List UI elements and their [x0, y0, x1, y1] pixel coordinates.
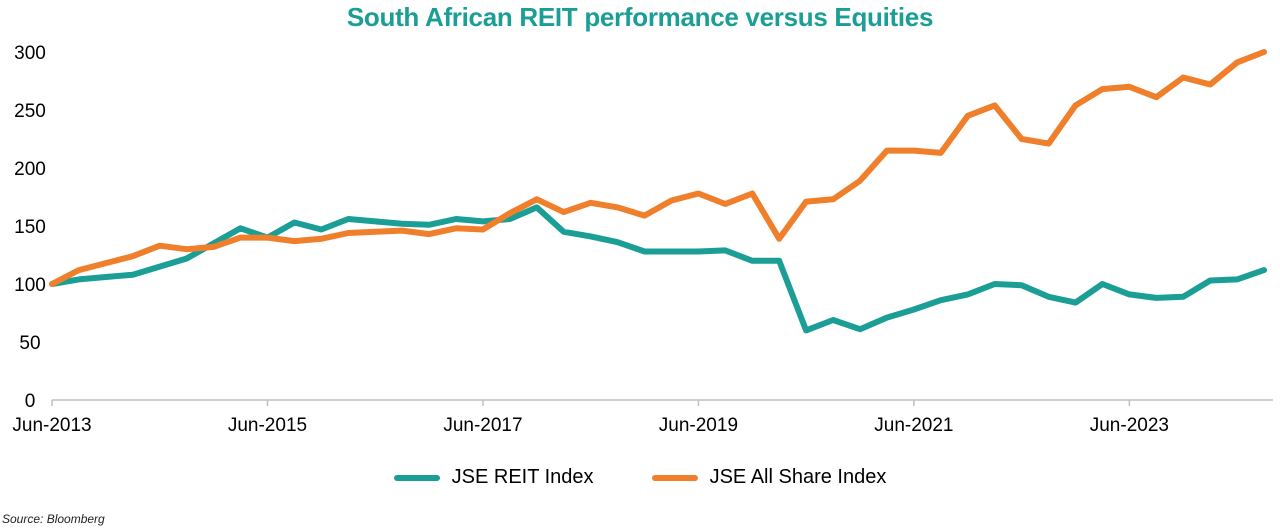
y-tick-label: 150	[14, 217, 46, 238]
chart-title: South African REIT performance versus Eq…	[346, 2, 934, 32]
legend-swatch-all-share	[651, 474, 698, 481]
x-tick-label: Jun-2019	[659, 415, 738, 436]
legend-item-all-share: JSE All Share Index	[651, 466, 887, 489]
x-axis-ticks: Jun-2013 Jun-2015 Jun-2017 Jun-2019 Jun-2021…	[12, 415, 1169, 436]
series-line-all-share	[49, 49, 1267, 287]
x-tick-label: Jun-2023	[1090, 415, 1169, 436]
source-note: Source: Bloomberg	[2, 512, 105, 526]
series-lines	[49, 49, 1267, 334]
legend: JSE REIT Index JSE All Share Index	[0, 466, 1280, 489]
x-tick-label: Jun-2021	[874, 415, 953, 436]
x-tick-label: Jun-2015	[228, 415, 307, 436]
y-tick-label: 0	[25, 391, 36, 412]
x-tick-label: Jun-2017	[443, 415, 522, 436]
y-tick-label: 100	[14, 275, 46, 296]
y-tick-label: 50	[19, 333, 40, 354]
legend-item-reit: JSE REIT Index	[393, 466, 594, 489]
x-axis-tick-marks	[51, 400, 1131, 406]
y-tick-label: 300	[14, 43, 46, 64]
legend-label-all-share: JSE All Share Index	[709, 466, 887, 488]
legend-label-reit: JSE REIT Index	[451, 466, 594, 488]
y-tick-label: 250	[14, 101, 46, 122]
y-axis-ticks: 0 50 100 150 200 250 300	[14, 43, 46, 412]
y-tick-label: 200	[14, 159, 46, 180]
legend-swatch-reit	[393, 474, 440, 481]
series-line-reit	[49, 204, 1267, 334]
x-tick-label: Jun-2013	[12, 415, 91, 436]
